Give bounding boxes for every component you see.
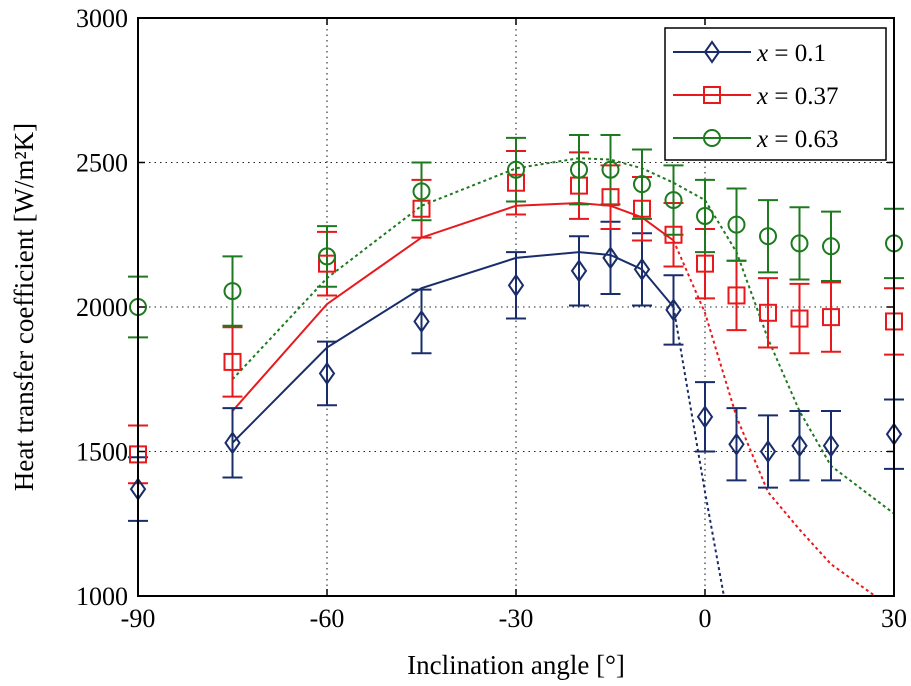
marker-series-2-pt-11 bbox=[759, 227, 777, 246]
error-bar-series-1-pt-11 bbox=[758, 277, 778, 349]
error-bar-series-1-pt-13 bbox=[821, 281, 841, 353]
marker-series-2-pt-3 bbox=[412, 182, 431, 201]
x-tick-label-3: 0 bbox=[699, 604, 712, 633]
legend-entry-2: x = 0.63 bbox=[673, 126, 838, 153]
y-tick-label-1: 1500 bbox=[76, 438, 128, 467]
marker-series-0-pt-6 bbox=[602, 246, 619, 270]
y-tick-label-2: 2000 bbox=[76, 293, 128, 322]
marker-series-2-pt-1 bbox=[223, 282, 242, 301]
x-tick-label-2: -30 bbox=[499, 604, 534, 633]
y-axis-title: Heat transfer coefficient [W/m²K] bbox=[9, 123, 39, 491]
marker-series-2-pt-12 bbox=[790, 234, 809, 253]
error-bar-series-0-pt-5 bbox=[569, 235, 589, 307]
marker-series-1-pt-6 bbox=[601, 188, 620, 207]
fit-line-solid-series-1 bbox=[231, 201, 675, 412]
legend-label-1: x = 0.37 bbox=[756, 83, 838, 110]
marker-series-1-pt-8 bbox=[664, 225, 683, 244]
error-bar-series-2-pt-9 bbox=[695, 178, 715, 254]
error-bar-series-0-pt-8 bbox=[663, 274, 684, 346]
error-bar-series-2-pt-10 bbox=[726, 187, 747, 262]
legend-label-2: x = 0.63 bbox=[756, 126, 838, 153]
marker-series-2-pt-4 bbox=[507, 160, 525, 179]
error-bar-series-1-pt-12 bbox=[789, 282, 810, 355]
marker-series-0-pt-1 bbox=[224, 431, 241, 455]
fit-line-dotted-series-1 bbox=[672, 240, 876, 596]
error-bar-series-2-pt-1 bbox=[222, 255, 243, 327]
fit-line-dotted-series-0 bbox=[672, 306, 725, 596]
error-bar-series-2-pt-7 bbox=[632, 148, 652, 220]
marker-series-1-pt-7 bbox=[633, 199, 651, 218]
error-bar-series-0-pt-12 bbox=[789, 410, 810, 482]
error-bar-series-0-pt-3 bbox=[411, 288, 432, 355]
tick-labels: -90 -60 -30 0 30 1000 1500 2000 2500 3000 bbox=[76, 4, 907, 633]
marker-series-1-pt-12 bbox=[790, 309, 809, 328]
error-bar-series-0-pt-9 bbox=[695, 381, 715, 453]
marker-series-1-pt-11 bbox=[759, 303, 777, 322]
y-tick-label-0: 1000 bbox=[76, 582, 128, 611]
legend-marker-0 bbox=[703, 40, 721, 64]
marker-series-0-pt-10 bbox=[728, 432, 745, 457]
error-bar-series-2-pt-8 bbox=[663, 164, 684, 236]
legend: x = 0.1 x = 0.37 x = 0.63 bbox=[664, 27, 887, 161]
marker-series-1-pt-2 bbox=[318, 254, 336, 273]
marker-series-1-pt-4 bbox=[507, 173, 525, 192]
marker-series-2-pt-5 bbox=[570, 160, 588, 179]
legend-label-0: x = 0.1 bbox=[756, 40, 826, 67]
marker-series-1-pt-13 bbox=[822, 308, 840, 327]
error-bar-series-0-pt-1 bbox=[222, 407, 243, 479]
error-bar-series-0-pt-11 bbox=[758, 414, 778, 489]
marker-series-0-pt-12 bbox=[791, 433, 808, 458]
marker-series-1-pt-10 bbox=[727, 286, 746, 305]
marker-series-2-pt-10 bbox=[727, 215, 746, 234]
x-tick-label-1: -60 bbox=[310, 604, 345, 633]
y-tick-label-4: 3000 bbox=[76, 4, 128, 33]
error-bar-series-2-pt-12 bbox=[789, 206, 810, 281]
error-bar-series-0-pt-13 bbox=[821, 410, 841, 482]
marker-series-2-pt-7 bbox=[633, 175, 651, 194]
error-bar-series-2-pt-11 bbox=[758, 199, 778, 274]
axes bbox=[137, 17, 895, 597]
marker-series-1-pt-9 bbox=[696, 254, 714, 273]
y-tick-label-3: 2500 bbox=[76, 149, 128, 178]
x-tick-label-0: -90 bbox=[121, 604, 156, 633]
error-bar-series-0-pt-2 bbox=[317, 340, 337, 407]
marker-series-0-pt-4 bbox=[507, 273, 525, 298]
marker-series-0-pt-5 bbox=[570, 259, 588, 283]
marker-series-2-pt-2 bbox=[318, 247, 336, 266]
legend-entry-1: x = 0.37 bbox=[673, 83, 838, 110]
x-axis-title: Inclination angle [°] bbox=[407, 650, 625, 680]
error-bar-series-2-pt-3 bbox=[411, 161, 432, 222]
legend-marker-1 bbox=[703, 86, 721, 104]
marker-series-2-pt-8 bbox=[664, 191, 683, 210]
marker-series-0-pt-3 bbox=[413, 309, 430, 334]
marker-series-0-pt-2 bbox=[318, 361, 336, 386]
x-tick-label-4: 30 bbox=[881, 604, 907, 633]
fit-line-dotted-series-2 bbox=[231, 157, 894, 515]
marker-series-0-pt-11 bbox=[759, 439, 777, 464]
legend-marker-2 bbox=[703, 129, 721, 147]
error-bar-series-0-pt-10 bbox=[726, 407, 747, 482]
marker-series-2-pt-6 bbox=[601, 160, 620, 179]
marker-series-1-pt-3 bbox=[412, 199, 431, 218]
error-bar-series-2-pt-13 bbox=[821, 210, 841, 282]
marker-series-0-pt-8 bbox=[665, 298, 682, 322]
error-bar-series-1-pt-1 bbox=[222, 326, 243, 398]
error-bar-series-0-pt-4 bbox=[506, 251, 526, 320]
marker-series-0-pt-7 bbox=[633, 257, 651, 282]
legend-entry-0: x = 0.1 bbox=[673, 40, 826, 67]
marker-series-0-pt-13 bbox=[822, 433, 840, 458]
marker-series-2-pt-13 bbox=[822, 237, 840, 256]
marker-series-0-pt-9 bbox=[696, 405, 714, 429]
marker-series-2-pt-9 bbox=[696, 206, 714, 225]
marker-series-1-pt-1 bbox=[223, 352, 242, 371]
